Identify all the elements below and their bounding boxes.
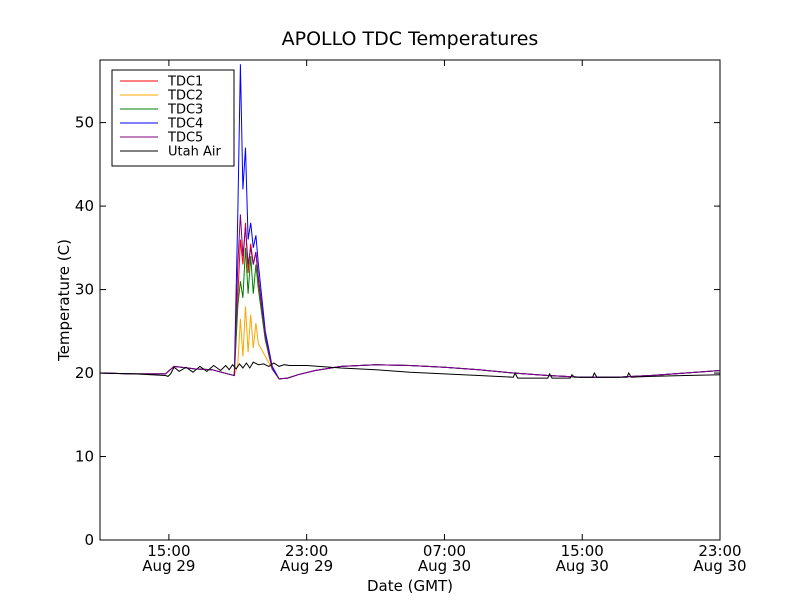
y-tick-label: 20: [75, 364, 94, 382]
legend-frame: [111, 69, 235, 167]
chart-title: APOLLO TDC Temperatures: [282, 28, 539, 50]
x-tick-label-time: 23:00: [698, 542, 741, 560]
x-tick-label-date: Aug 30: [418, 557, 471, 575]
y-tick-label: 50: [75, 114, 94, 132]
y-tick-label: 40: [75, 197, 94, 215]
series-layer: [99, 64, 721, 380]
series-line-utah-air: [99, 361, 721, 379]
x-tick-label-time: 15:00: [147, 542, 190, 560]
x-tick-label-date: Aug 30: [693, 557, 746, 575]
series-line-tdc5: [99, 214, 721, 380]
y-tick-label: 30: [75, 281, 94, 299]
legend-label-tdc5: TDC5: [167, 131, 203, 146]
x-tick-label-date: Aug 29: [142, 557, 195, 575]
legend-label-utah-air: Utah Air: [168, 145, 221, 160]
y-axis-label: Temperature (C): [55, 239, 73, 362]
x-tick-label-time: 15:00: [561, 542, 604, 560]
legend-label-tdc4: TDC4: [167, 117, 203, 132]
legend-label-tdc1: TDC1: [167, 75, 203, 90]
x-tick-label-time: 07:00: [423, 542, 466, 560]
x-tick-label-date: Aug 29: [280, 557, 333, 575]
y-tick-label: 0: [84, 531, 94, 549]
plot-frame: [99, 59, 721, 541]
legend-label-tdc2: TDC2: [167, 89, 203, 104]
x-axis-label: Date (GMT): [367, 577, 453, 595]
x-tick-label-date: Aug 30: [556, 557, 609, 575]
legend-label-tdc3: TDC3: [167, 103, 203, 118]
x-tick-label-time: 23:00: [285, 542, 328, 560]
y-tick-label: 10: [75, 448, 94, 466]
